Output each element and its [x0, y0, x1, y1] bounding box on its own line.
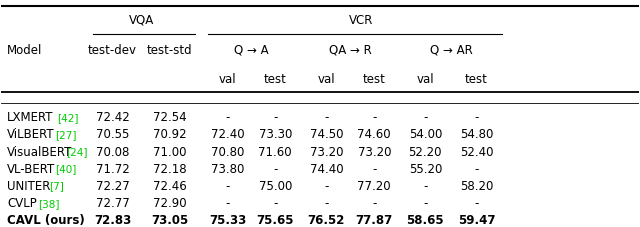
- Text: 72.18: 72.18: [153, 163, 187, 176]
- Text: 74.40: 74.40: [310, 163, 343, 176]
- Text: 70.55: 70.55: [96, 128, 129, 141]
- Text: 71.00: 71.00: [153, 146, 187, 159]
- Text: test: test: [465, 73, 488, 86]
- Text: 74.50: 74.50: [310, 128, 343, 141]
- Text: 54.00: 54.00: [409, 128, 442, 141]
- Text: 75.65: 75.65: [257, 214, 294, 227]
- Text: -: -: [474, 111, 479, 124]
- Text: [27]: [27]: [55, 130, 76, 140]
- Text: -: -: [372, 197, 376, 210]
- Text: -: -: [273, 197, 278, 210]
- Text: 71.72: 71.72: [95, 163, 129, 176]
- Text: LXMERT: LXMERT: [7, 111, 54, 124]
- Text: 75.33: 75.33: [209, 214, 246, 227]
- Text: 72.90: 72.90: [153, 197, 187, 210]
- Text: 77.20: 77.20: [358, 180, 391, 193]
- Text: -: -: [273, 111, 278, 124]
- Text: -: -: [225, 180, 230, 193]
- Text: 73.05: 73.05: [151, 214, 189, 227]
- Text: VQA: VQA: [129, 14, 154, 27]
- Text: -: -: [324, 197, 328, 210]
- Text: test-std: test-std: [147, 44, 193, 57]
- Text: [7]: [7]: [49, 181, 64, 191]
- Text: 55.20: 55.20: [409, 163, 442, 176]
- Text: QA → R: QA → R: [329, 44, 372, 57]
- Text: 58.20: 58.20: [460, 180, 493, 193]
- Text: UNITER: UNITER: [7, 180, 51, 193]
- Text: -: -: [474, 197, 479, 210]
- Text: Model: Model: [7, 44, 42, 57]
- Text: -: -: [372, 163, 376, 176]
- Text: -: -: [324, 180, 328, 193]
- Text: ViLBERT: ViLBERT: [7, 128, 54, 141]
- Text: val: val: [417, 73, 434, 86]
- Text: 73.20: 73.20: [310, 146, 343, 159]
- Text: -: -: [423, 111, 428, 124]
- Text: -: -: [324, 111, 328, 124]
- Text: CAVL (ours): CAVL (ours): [7, 214, 85, 227]
- Text: 71.60: 71.60: [259, 146, 292, 159]
- Text: 59.47: 59.47: [458, 214, 495, 227]
- Text: VL-BERT: VL-BERT: [7, 163, 55, 176]
- Text: 72.83: 72.83: [94, 214, 131, 227]
- Text: -: -: [372, 111, 376, 124]
- Text: 76.52: 76.52: [308, 214, 345, 227]
- Text: 58.65: 58.65: [406, 214, 444, 227]
- Text: 73.20: 73.20: [358, 146, 391, 159]
- Text: test-dev: test-dev: [88, 44, 137, 57]
- Text: Q → A: Q → A: [234, 44, 269, 57]
- Text: 72.42: 72.42: [95, 111, 129, 124]
- Text: 72.27: 72.27: [95, 180, 129, 193]
- Text: VCR: VCR: [349, 14, 374, 27]
- Text: 72.40: 72.40: [211, 128, 244, 141]
- Text: 75.00: 75.00: [259, 180, 292, 193]
- Text: 74.60: 74.60: [358, 128, 391, 141]
- Text: test: test: [264, 73, 287, 86]
- Text: 73.80: 73.80: [211, 163, 244, 176]
- Text: [38]: [38]: [38, 199, 60, 209]
- Text: -: -: [225, 197, 230, 210]
- Text: val: val: [219, 73, 236, 86]
- Text: 70.80: 70.80: [211, 146, 244, 159]
- Text: val: val: [317, 73, 335, 86]
- Text: -: -: [423, 197, 428, 210]
- Text: -: -: [423, 180, 428, 193]
- Text: VisualBERT: VisualBERT: [7, 146, 72, 159]
- Text: -: -: [273, 163, 278, 176]
- Text: 72.77: 72.77: [95, 197, 129, 210]
- Text: -: -: [474, 163, 479, 176]
- Text: 70.92: 70.92: [153, 128, 187, 141]
- Text: -: -: [225, 111, 230, 124]
- Text: Q → AR: Q → AR: [429, 44, 472, 57]
- Text: 72.54: 72.54: [153, 111, 187, 124]
- Text: 72.46: 72.46: [153, 180, 187, 193]
- Text: 77.87: 77.87: [356, 214, 393, 227]
- Text: test: test: [363, 73, 386, 86]
- Text: 52.20: 52.20: [408, 146, 442, 159]
- Text: [42]: [42]: [57, 113, 78, 123]
- Text: [24]: [24]: [67, 147, 88, 157]
- Text: [40]: [40]: [55, 164, 76, 174]
- Text: 70.08: 70.08: [96, 146, 129, 159]
- Text: 52.40: 52.40: [460, 146, 493, 159]
- Text: 54.80: 54.80: [460, 128, 493, 141]
- Text: 73.30: 73.30: [259, 128, 292, 141]
- Text: CVLP: CVLP: [7, 197, 37, 210]
